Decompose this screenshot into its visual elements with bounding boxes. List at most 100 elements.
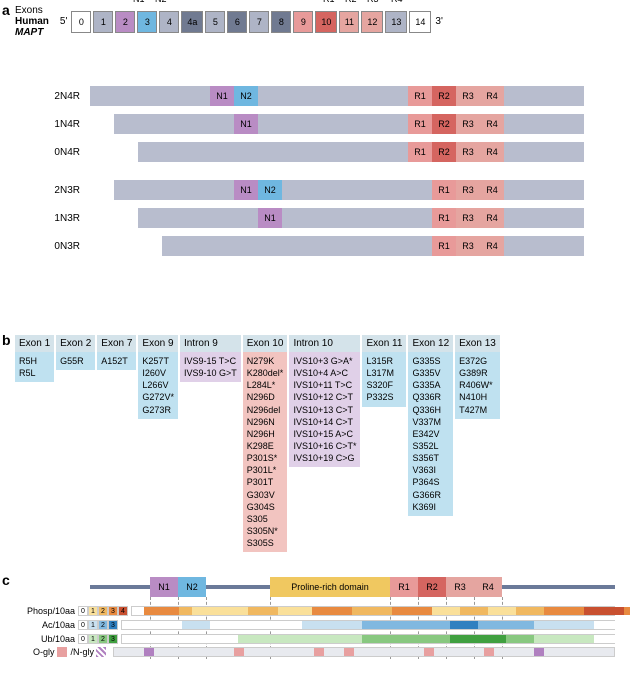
ptm-scale-box: 2 [98, 620, 108, 630]
mut-body: IVS10+3 G>A*IVS10+4 A>CIVS10+11 T>CIVS10… [289, 352, 360, 467]
iso-seg [114, 180, 234, 200]
ptm-domain-N1: N1 [150, 577, 178, 597]
gly-track [113, 647, 615, 657]
mutation: S352L [412, 440, 449, 452]
iso-seg-N1: N1 [210, 86, 234, 106]
gly-cell [424, 648, 434, 656]
exon-13: 13 [385, 11, 407, 33]
ogly-swatch [57, 647, 67, 657]
mutation: V337M [412, 416, 449, 428]
ptm-cell [544, 607, 584, 615]
mutation: K369I [412, 501, 449, 513]
gly-cell [234, 648, 244, 656]
isoforms-container: 2N4RN1N2R1R2R3R41N4RN1R1R2R3R40N4RR1R2R3… [35, 86, 615, 256]
ptm-domain-R4: R4 [474, 577, 502, 597]
mutation: K280del* [247, 367, 284, 379]
ptm-cell [624, 607, 630, 615]
ptm-cell [594, 635, 630, 643]
exon-11: 11 [339, 11, 359, 33]
mutation: K298E [247, 440, 284, 452]
ptm-cell [506, 621, 534, 629]
iso-seg [138, 208, 258, 228]
mut-col-Exon-1: Exon 1R5HR5L [15, 335, 54, 382]
mutation: G55R [60, 355, 91, 367]
ptm-cell [534, 621, 594, 629]
iso-seg [504, 142, 584, 162]
exon-track: 012344a567891011121314 [70, 11, 432, 33]
iso-seg-R1: R1 [432, 180, 456, 200]
ptm-cell [182, 621, 210, 629]
mutation: Q336H [412, 404, 449, 416]
iso-seg-R4: R4 [480, 114, 504, 134]
ptm-rows: Phosp/10aa01234Ac/10aa0123Ub/10aa0123 [15, 605, 615, 645]
exon-7: 7 [249, 11, 269, 33]
ptm-scale-box: 1 [88, 606, 98, 616]
ptm-domain-Proline-rich-domain: Proline-rich domain [270, 577, 390, 597]
exon-6: 6 [227, 11, 247, 33]
ptm-cell [238, 635, 302, 643]
mut-header: Exon 10 [243, 335, 288, 352]
ptm-cell [312, 607, 352, 615]
iso-seg [90, 86, 210, 106]
mutation: P364S [412, 476, 449, 488]
mutation: G273R [142, 404, 174, 416]
iso-seg-R1: R1 [432, 236, 456, 256]
ptm-cell [238, 621, 302, 629]
ptm-domain-header: N1N2Proline-rich domainR1R2R3R4 [90, 575, 615, 599]
mutation: G335S [412, 355, 449, 367]
iso-seg [504, 208, 584, 228]
exon-2: 2 [115, 11, 135, 33]
iso-seg-N2: N2 [234, 86, 258, 106]
ptm-scale-box: 4 [118, 606, 128, 616]
mut-col-Exon-2: Exon 2G55R [56, 335, 95, 370]
iso-seg-R3: R3 [456, 236, 480, 256]
mutation: S305S [247, 537, 284, 549]
mut-body: G55R [56, 352, 95, 370]
exon-4: 4 [159, 11, 179, 33]
isoform-1N3R: 1N3RN1R1R3R4 [35, 208, 615, 228]
mutation: G303V [247, 489, 284, 501]
ptm-cell [122, 621, 182, 629]
exon-9: 9 [293, 11, 313, 33]
mutation: G304S [247, 501, 284, 513]
mutation: G389R [459, 367, 496, 379]
iso-seg-R3: R3 [456, 180, 480, 200]
iso-seg [282, 236, 432, 256]
ptm-cell [179, 607, 192, 615]
ptm-cell [432, 607, 460, 615]
iso-seg [504, 86, 584, 106]
iso-seg-R1: R1 [408, 114, 432, 134]
ptm-scale: 0123 [78, 620, 118, 630]
mutation: P301L* [247, 464, 284, 476]
ptm-cell [182, 635, 238, 643]
ptm-track [131, 606, 615, 616]
mutation: P332S [366, 391, 402, 403]
mutation: IVS10+14 C>T [293, 416, 356, 428]
n-r-labels-row: N1N2R1R2R3R4 [85, 42, 615, 56]
exon-0: 0 [71, 11, 91, 33]
ptm-track [121, 620, 615, 630]
five-prime: 5' [60, 16, 67, 27]
mut-body: N279KK280del*L284L*N296DN296delN296NN296… [243, 352, 288, 552]
iso-seg-R1: R1 [408, 142, 432, 162]
ptm-cell [422, 635, 450, 643]
iso-seg-R2: R2 [432, 142, 456, 162]
mut-col-Exon-10: Exon 10N279KK280del*L284L*N296DN296delN2… [243, 335, 288, 552]
isoform-label: 0N3R [35, 241, 80, 252]
iso-seg [282, 208, 432, 228]
isoform-label: 1N3R [35, 213, 80, 224]
mutation: S305N* [247, 525, 284, 537]
mutation: L317M [366, 367, 402, 379]
mutation: N296N [247, 416, 284, 428]
mut-col-Exon-13: Exon 13E372GG389RR406W*N410HT427M [455, 335, 500, 419]
exon-header-row: Exons Human MAPT 5' 012344a5678910111213… [15, 5, 615, 38]
ptm-row-label: Phosp/10aa [15, 606, 75, 616]
iso-seg-R3: R3 [456, 114, 480, 134]
mut-body: E372GG389RR406W*N410HT427M [455, 352, 500, 419]
mutation: G335A [412, 379, 449, 391]
mutation: IVS10+4 A>C [293, 367, 356, 379]
mutation: Q336R [412, 391, 449, 403]
mutation: A152T [101, 355, 132, 367]
ptm-cell [192, 607, 220, 615]
mut-header: Intron 10 [289, 335, 360, 352]
